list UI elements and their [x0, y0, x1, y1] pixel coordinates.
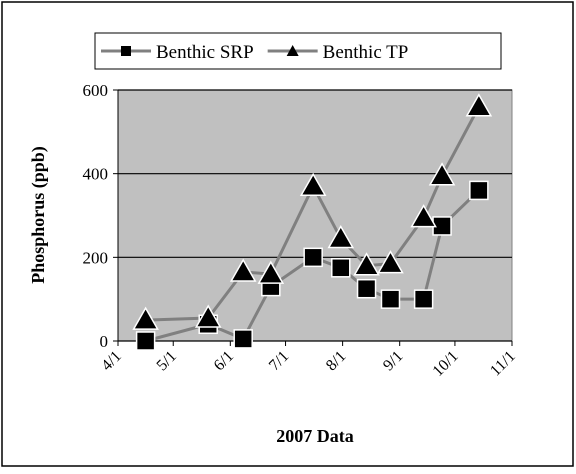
marker [233, 329, 253, 349]
plot-area [117, 89, 513, 342]
marker [132, 306, 159, 330]
marker [469, 180, 489, 201]
marker [413, 289, 434, 309]
legend-marker [286, 45, 299, 56]
marker [194, 304, 222, 328]
y-axis-title: Phosphorus (ppb) [28, 146, 49, 284]
marker [327, 224, 355, 249]
x-axis-title: 2007 Data [276, 426, 354, 446]
marker [229, 258, 257, 282]
marker [353, 252, 380, 276]
marker [303, 247, 323, 268]
marker [380, 289, 401, 309]
marker [465, 93, 493, 117]
marker [257, 260, 285, 284]
legend-label: Benthic TP [323, 42, 409, 63]
marker [331, 258, 351, 278]
marker [135, 331, 156, 351]
marker [377, 250, 404, 274]
marker [299, 172, 327, 196]
y-tick-label: 0 [100, 332, 109, 351]
marker [410, 204, 437, 228]
marker [356, 278, 377, 299]
legend-marker [121, 46, 131, 56]
y-tick-label: 200 [83, 248, 109, 267]
y-tick-label: 400 [83, 165, 109, 184]
legend-label: Benthic SRP [156, 42, 254, 63]
marker [428, 162, 456, 186]
y-tick-label: 600 [83, 81, 109, 100]
